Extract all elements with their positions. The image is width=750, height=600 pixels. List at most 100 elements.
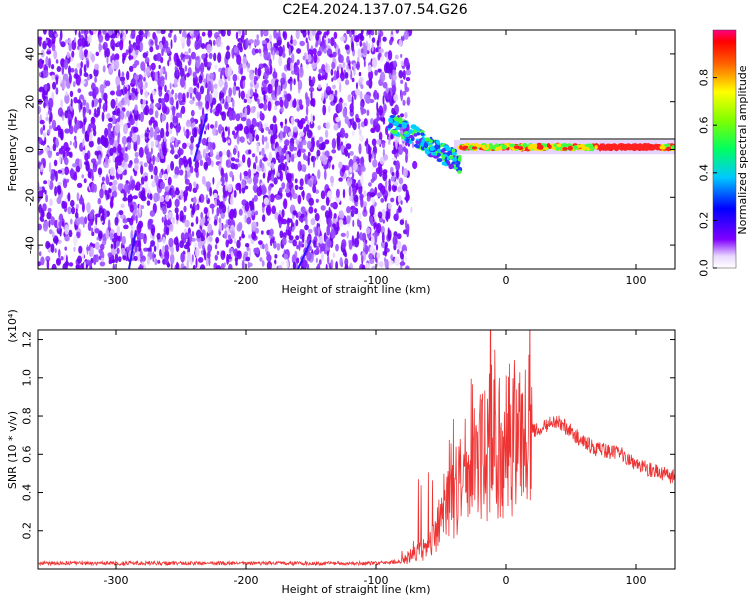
spectrogram-cell (371, 37, 376, 43)
spectrogram-cell (399, 113, 405, 118)
spectrogram-cell (97, 167, 103, 175)
spectrogram-cell (249, 124, 255, 132)
spectrogram-cell (129, 118, 135, 126)
spectrogram-cell (388, 140, 391, 145)
spectrogram-trace-cell (424, 147, 428, 153)
spectrogram-x-tick-label: -200 (234, 274, 259, 287)
spectrogram-cell (273, 177, 278, 185)
spectrogram-cell (226, 149, 231, 158)
spectrogram-cell (378, 48, 384, 53)
spectrogram-cell (227, 66, 232, 77)
spectrogram-cell (189, 203, 193, 209)
spectrogram-cell (82, 108, 86, 119)
spectrogram-cell (297, 211, 302, 217)
spectrogram-cell (265, 244, 269, 254)
spectrogram-cell (368, 154, 372, 163)
spectrogram-cell (402, 90, 407, 96)
spectrogram-cell (323, 48, 327, 54)
spectrogram-cell (127, 163, 132, 169)
spectrogram-cell (272, 115, 277, 124)
spectrogram-cell (102, 30, 107, 35)
spectrogram-cell (164, 244, 169, 252)
spectrogram-cell (128, 55, 134, 60)
spectrogram-cell (46, 37, 51, 46)
spectrogram-cell (125, 30, 128, 35)
spectrogram-cell (291, 116, 295, 126)
spectrogram-cell (140, 195, 147, 202)
spectrogram-cell (218, 78, 224, 88)
spectrogram-cell (292, 239, 298, 247)
spectrogram-cell (176, 261, 179, 269)
spectrogram-cell (206, 61, 212, 67)
spectrogram-cell (121, 71, 124, 78)
spectrogram-cell (81, 174, 84, 179)
spectrogram-cell (285, 165, 287, 177)
spectrogram-cell (378, 105, 384, 116)
spectrogram-cell (208, 235, 213, 242)
spectrogram-cell (91, 231, 95, 237)
spectrogram-cell (216, 265, 221, 269)
spectrogram-cell (293, 132, 298, 138)
spectrogram-cell (183, 190, 189, 198)
spectrogram-x-tick-label: -300 (104, 274, 129, 287)
spectrogram-y-tick-label: -20 (24, 188, 37, 206)
spectrogram-cell (398, 70, 404, 79)
spectrogram-cell (59, 128, 64, 140)
spectrogram-cell (135, 181, 141, 191)
spectrogram-cell (187, 251, 191, 263)
spectrogram-cell (214, 198, 217, 208)
spectrogram-cell (54, 33, 59, 38)
spectrogram-cell (357, 212, 362, 221)
spectrogram-cell (164, 40, 169, 49)
spectrogram-cell (241, 116, 247, 122)
spectrogram-cell (373, 91, 376, 98)
spectrogram-cell (258, 240, 263, 246)
spectrogram-trace-cell (393, 121, 398, 126)
spectrogram-cell (248, 133, 253, 143)
spectrogram-cell (184, 65, 188, 72)
spectrogram-cell (375, 47, 378, 53)
spectrogram-cell (266, 254, 272, 262)
spectrogram-cell (193, 181, 197, 188)
spectrogram-cell (379, 261, 384, 268)
spectrogram-cell (64, 166, 70, 176)
spectrogram-cell (382, 95, 385, 105)
spectrogram-cell (156, 232, 161, 240)
spectrogram-cell (314, 208, 317, 214)
spectrogram-cell (172, 115, 179, 124)
spectrogram-cell (312, 76, 316, 84)
spectrogram-cell (70, 218, 73, 225)
spectrogram-cell (360, 106, 364, 111)
spectrogram-trace-cell (452, 157, 457, 162)
spectrogram-cell (139, 161, 144, 166)
spectrogram-cell (83, 30, 89, 35)
spectrogram-cell (83, 178, 87, 184)
spectrogram-cell (39, 71, 42, 77)
spectrogram-cell (368, 42, 371, 52)
spectrogram-y-axis-label: Frequency (Hz) (6, 109, 19, 192)
spectrogram-cell (359, 77, 364, 82)
spectrogram-cell (248, 39, 254, 44)
spectrogram-cell (390, 135, 394, 140)
spectrogram-cell (49, 146, 53, 152)
spectrogram-cell (180, 52, 184, 61)
spectrogram-cell (80, 80, 86, 85)
spectrogram-heatmap (38, 30, 675, 269)
spectrogram-cell (323, 164, 328, 170)
spectrogram-cell (189, 92, 193, 99)
spectrogram-cell (97, 198, 102, 205)
spectrogram-cell (99, 44, 103, 51)
spectrogram-cell (44, 83, 48, 92)
spectrogram-cell (352, 162, 358, 171)
spectrogram-cell (135, 214, 138, 224)
spectrogram-cell (318, 68, 324, 74)
spectrogram-cell (197, 101, 203, 107)
spectrogram-cell (232, 130, 236, 136)
spectrogram-cell (227, 205, 230, 215)
spectrogram-cell (265, 95, 269, 100)
snr-y-tick-label: 0.2 (21, 522, 34, 540)
spectrogram-cell (313, 175, 317, 185)
spectrogram-cell (384, 241, 388, 248)
figure-title: C2E4.2024.137.07.54.G26 (282, 2, 467, 18)
spectrogram-cell (362, 44, 368, 56)
